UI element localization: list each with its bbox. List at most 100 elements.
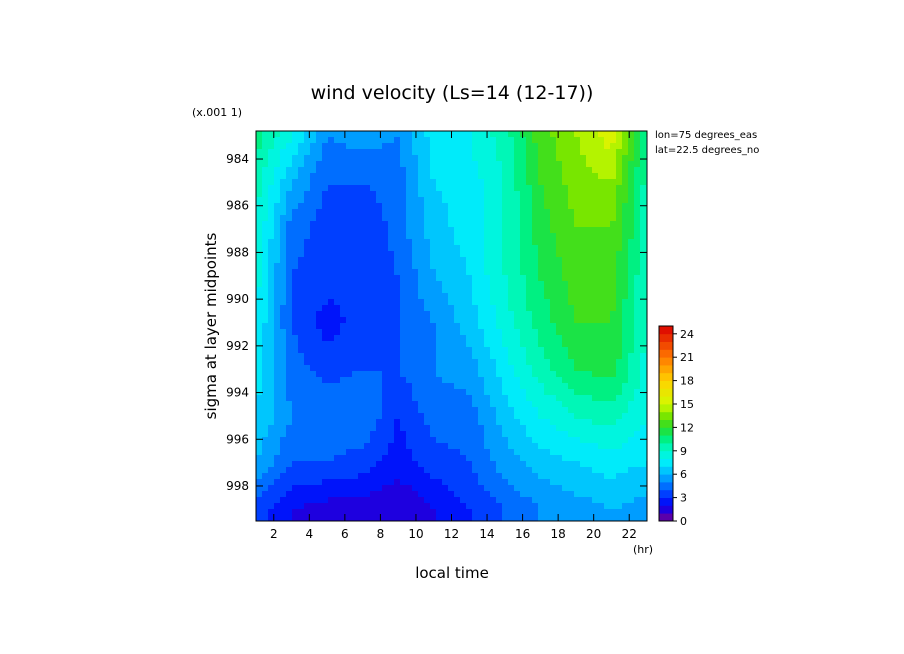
contour-cell [358, 203, 365, 210]
contour-cell [334, 263, 341, 270]
contour-cell [490, 263, 497, 270]
contour-cell [460, 437, 467, 444]
contour-cell [424, 335, 431, 342]
contour-cell [376, 155, 383, 162]
contour-cell [538, 407, 545, 414]
x-tick-label: 16 [515, 527, 530, 541]
contour-cell [448, 365, 455, 372]
contour-cell [448, 455, 455, 462]
contour-cell [412, 443, 419, 450]
contour-cell [580, 167, 587, 174]
contour-cell [310, 515, 317, 521]
contour-cell [604, 455, 611, 462]
contour-cell [430, 173, 437, 180]
contour-cell [544, 269, 551, 276]
contour-cell [640, 467, 647, 474]
contour-cell [610, 305, 617, 312]
contour-cell [580, 437, 587, 444]
contour-cell [412, 359, 419, 366]
contour-cell [604, 251, 611, 258]
contour-cell [526, 143, 533, 150]
contour-cell [640, 479, 647, 486]
contour-cell [274, 473, 281, 480]
contour-cell [388, 437, 395, 444]
contour-cell [586, 311, 593, 318]
contour-cell [472, 155, 479, 162]
contour-cell [298, 365, 305, 372]
contour-cell [502, 335, 509, 342]
contour-cell [574, 317, 581, 324]
contour-cell [532, 431, 539, 438]
contour-cell [406, 431, 413, 438]
contour-cell [544, 251, 551, 258]
contour-cell [460, 497, 467, 504]
contour-cell [490, 323, 497, 330]
contour-cell [502, 467, 509, 474]
contour-cell [286, 359, 293, 366]
contour-cell [574, 311, 581, 318]
contour-cell [550, 317, 557, 324]
contour-cell [514, 425, 521, 432]
contour-cell [568, 515, 575, 521]
contour-cell [340, 419, 347, 426]
contour-cell [538, 455, 545, 462]
contour-cell [310, 191, 317, 198]
contour-cell [436, 341, 443, 348]
contour-cell [442, 479, 449, 486]
contour-cell [484, 191, 491, 198]
contour-cell [628, 425, 635, 432]
contour-cell [388, 317, 395, 324]
contour-cell [346, 197, 353, 204]
contour-cell [520, 419, 527, 426]
contour-cell [496, 197, 503, 204]
contour-cell [622, 341, 629, 348]
contour-cell [472, 461, 479, 468]
contour-cell [640, 167, 647, 174]
contour-cell [592, 311, 599, 318]
contour-cell [490, 353, 497, 360]
contour-cell [334, 251, 341, 258]
contour-cell [634, 503, 641, 510]
contour-cell [508, 491, 515, 498]
contour-cell [574, 377, 581, 384]
contour-cell [502, 455, 509, 462]
contour-cell [556, 251, 563, 258]
contour-cell [454, 281, 461, 288]
contour-cell [406, 269, 413, 276]
contour-cell [562, 293, 569, 300]
contour-cell [508, 395, 515, 402]
contour-cell [256, 497, 263, 504]
contour-cell [352, 221, 359, 228]
contour-cell [484, 371, 491, 378]
contour-cell [286, 461, 293, 468]
contour-cell [262, 251, 269, 258]
contour-cell [370, 485, 377, 492]
contour-cell [268, 257, 275, 264]
contour-cell [304, 293, 311, 300]
contour-cell [448, 485, 455, 492]
contour-cell [316, 173, 323, 180]
contour-cell [352, 167, 359, 174]
contour-cell [448, 377, 455, 384]
contour-cell [406, 305, 413, 312]
contour-cell [454, 341, 461, 348]
contour-cell [262, 371, 269, 378]
contour-cell [484, 377, 491, 384]
contour-cell [256, 383, 263, 390]
contour-cell [610, 311, 617, 318]
contour-cell [256, 479, 263, 486]
contour-cell [502, 209, 509, 216]
contour-cell [352, 263, 359, 270]
contour-cell [328, 149, 335, 156]
contour-cell [580, 239, 587, 246]
contour-cell [292, 347, 299, 354]
contour-cell [484, 497, 491, 504]
contour-cell [370, 311, 377, 318]
contour-cell [316, 287, 323, 294]
contour-cell [406, 371, 413, 378]
contour-cell [478, 209, 485, 216]
contour-cell [610, 329, 617, 336]
contour-cell [472, 431, 479, 438]
contour-cell [454, 221, 461, 228]
contour-cell [622, 209, 629, 216]
